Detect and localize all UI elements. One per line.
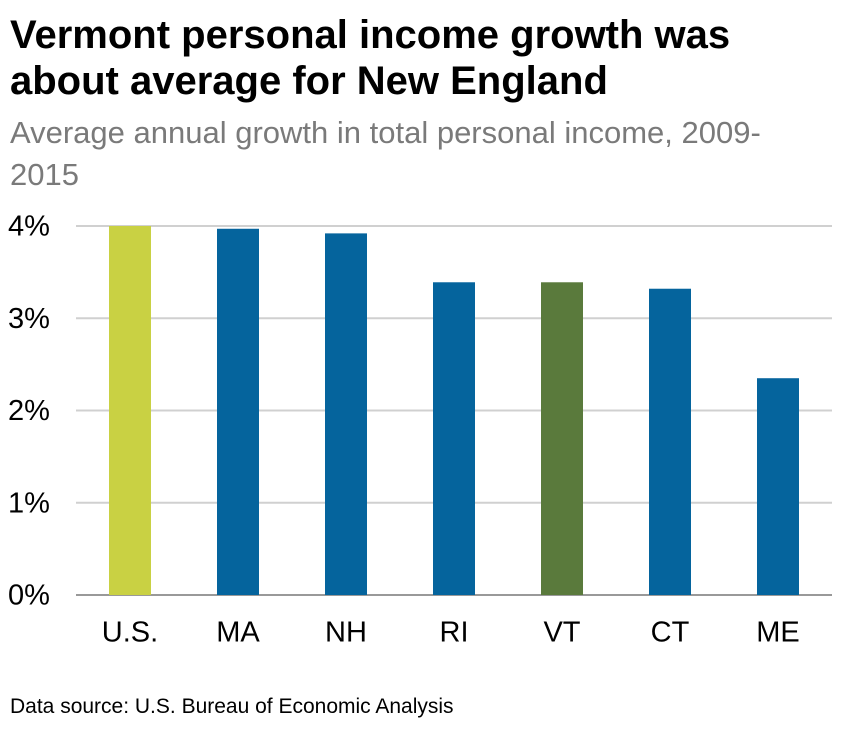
bar bbox=[109, 226, 151, 595]
bar bbox=[649, 288, 691, 595]
x-tick-label: RI bbox=[440, 617, 469, 649]
bar bbox=[757, 378, 799, 595]
x-tick-label: VT bbox=[543, 617, 580, 649]
y-tick-label: 2% bbox=[8, 395, 50, 427]
x-tick-label: MA bbox=[216, 617, 260, 649]
bar bbox=[325, 233, 367, 595]
y-tick-label: 4% bbox=[8, 211, 50, 243]
bar bbox=[217, 228, 259, 595]
x-tick-label: CT bbox=[651, 617, 690, 649]
x-tick-label: U.S. bbox=[102, 617, 158, 649]
y-tick-label: 1% bbox=[8, 487, 50, 519]
chart-title: Vermont personal income growth was about… bbox=[10, 13, 731, 103]
x-tick-label: ME bbox=[756, 617, 800, 649]
bar bbox=[433, 282, 475, 595]
y-tick-label: 3% bbox=[8, 303, 50, 335]
y-tick-label: 0% bbox=[8, 580, 50, 612]
bar bbox=[541, 282, 583, 595]
chart-subtitle: Average annual growth in total personal … bbox=[10, 115, 761, 192]
source-note: Data source: U.S. Bureau of Economic Ana… bbox=[10, 695, 454, 718]
x-tick-label: NH bbox=[325, 617, 367, 649]
